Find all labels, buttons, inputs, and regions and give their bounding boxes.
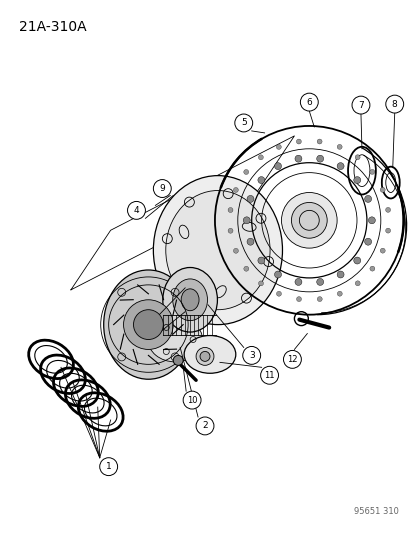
Text: 6: 6	[306, 98, 311, 107]
Circle shape	[336, 271, 343, 278]
Circle shape	[336, 144, 341, 149]
Circle shape	[199, 351, 209, 361]
Circle shape	[283, 350, 301, 368]
Text: 11: 11	[263, 371, 274, 380]
Circle shape	[234, 114, 252, 132]
Circle shape	[353, 176, 360, 183]
Circle shape	[247, 196, 253, 203]
Circle shape	[385, 95, 403, 113]
Text: 4: 4	[133, 206, 139, 215]
Circle shape	[379, 188, 384, 192]
Circle shape	[258, 155, 263, 160]
Circle shape	[337, 291, 342, 296]
Text: 5: 5	[240, 118, 246, 127]
Circle shape	[281, 192, 336, 248]
Circle shape	[123, 300, 173, 350]
Circle shape	[300, 93, 318, 111]
Circle shape	[316, 278, 323, 285]
Text: 2: 2	[202, 422, 207, 431]
Circle shape	[258, 281, 263, 286]
Circle shape	[228, 207, 233, 213]
Text: 10: 10	[186, 395, 197, 405]
Circle shape	[351, 96, 369, 114]
Circle shape	[133, 310, 163, 340]
Circle shape	[296, 139, 301, 144]
Circle shape	[274, 271, 281, 278]
Circle shape	[336, 163, 343, 169]
Circle shape	[257, 257, 264, 264]
Text: 12: 12	[287, 355, 297, 364]
Text: 9: 9	[159, 184, 165, 193]
Circle shape	[100, 458, 117, 475]
Circle shape	[243, 169, 248, 174]
Circle shape	[228, 228, 233, 233]
Circle shape	[243, 266, 248, 271]
Circle shape	[183, 391, 201, 409]
Circle shape	[291, 203, 326, 238]
Circle shape	[385, 228, 389, 233]
Circle shape	[354, 155, 359, 160]
Circle shape	[353, 257, 360, 264]
Ellipse shape	[103, 270, 192, 379]
Circle shape	[385, 207, 389, 212]
Circle shape	[369, 266, 374, 271]
Circle shape	[127, 201, 145, 219]
Circle shape	[276, 291, 281, 296]
Ellipse shape	[181, 289, 199, 311]
Circle shape	[153, 180, 171, 197]
Circle shape	[196, 417, 214, 435]
Circle shape	[296, 297, 301, 302]
Ellipse shape	[153, 175, 282, 325]
Circle shape	[380, 248, 385, 253]
Circle shape	[243, 217, 249, 224]
Circle shape	[294, 278, 301, 285]
Text: 3: 3	[248, 351, 254, 360]
Text: 8: 8	[391, 100, 396, 109]
Circle shape	[369, 169, 374, 174]
Circle shape	[233, 188, 238, 192]
Circle shape	[316, 139, 321, 144]
Circle shape	[173, 356, 183, 365]
Circle shape	[257, 176, 264, 183]
Circle shape	[294, 155, 301, 162]
Circle shape	[242, 346, 260, 365]
Text: 21A-310A: 21A-310A	[19, 20, 87, 34]
Circle shape	[316, 296, 321, 302]
Ellipse shape	[147, 317, 202, 362]
Text: 7: 7	[357, 101, 363, 110]
Circle shape	[260, 366, 278, 384]
Ellipse shape	[184, 336, 235, 373]
Circle shape	[368, 217, 375, 224]
Circle shape	[354, 281, 359, 286]
Circle shape	[316, 155, 323, 162]
Ellipse shape	[172, 279, 207, 321]
Text: 1: 1	[106, 462, 111, 471]
Circle shape	[247, 238, 253, 245]
Circle shape	[276, 144, 281, 149]
Ellipse shape	[165, 190, 269, 310]
Circle shape	[364, 238, 371, 245]
Circle shape	[274, 163, 281, 169]
Ellipse shape	[162, 268, 217, 332]
Circle shape	[196, 348, 214, 365]
Text: 95651 310: 95651 310	[353, 507, 398, 516]
Circle shape	[364, 196, 371, 203]
Circle shape	[233, 248, 238, 253]
